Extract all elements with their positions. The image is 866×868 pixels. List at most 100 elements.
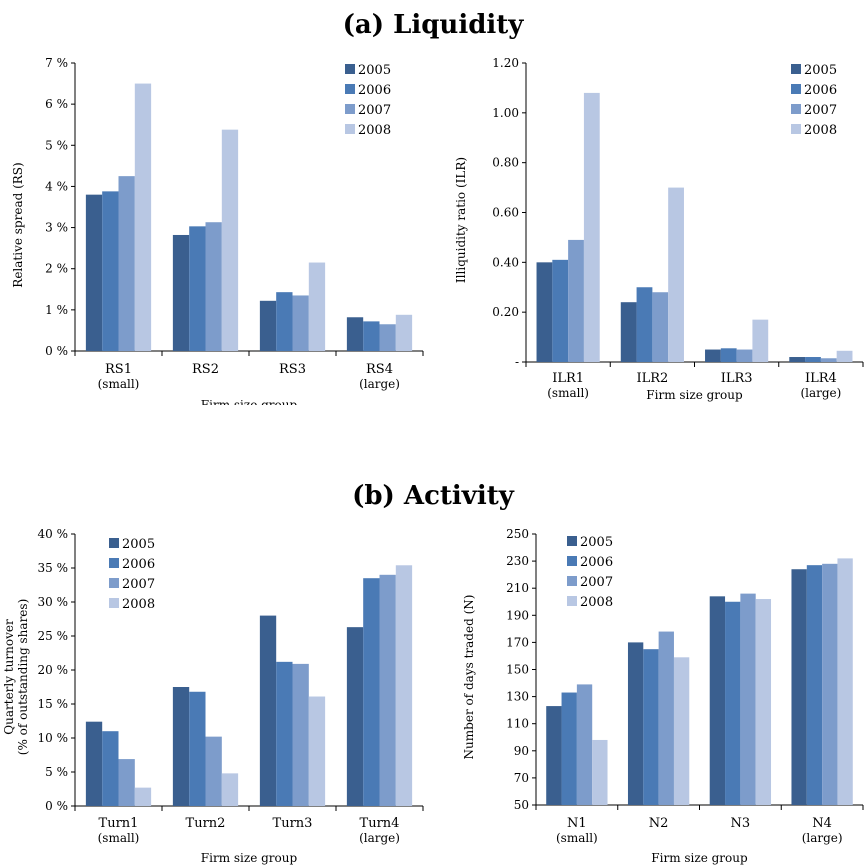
legend-swatch — [791, 104, 801, 114]
y-tick-label: 3 % — [45, 221, 68, 235]
bar — [118, 176, 135, 351]
x-tick-label: ILR1 — [552, 371, 584, 386]
x-tick-label: N3 — [731, 816, 751, 831]
y-tick-label: 5 % — [45, 765, 68, 779]
bar — [308, 696, 326, 806]
y-tick-label: 4 % — [45, 179, 68, 193]
y-tick-label: 15 % — [38, 697, 69, 711]
legend-swatch — [791, 64, 801, 74]
y-tick-label: 50 — [514, 798, 529, 812]
y-tick-label: 5 % — [45, 138, 68, 152]
bar — [395, 314, 413, 351]
legend-label: 2008 — [804, 123, 837, 138]
legend-swatch — [109, 538, 119, 548]
bar — [189, 226, 206, 351]
bar — [668, 187, 684, 362]
bar — [85, 721, 103, 806]
y-tick-label: 230 — [506, 554, 529, 568]
bar — [292, 295, 309, 351]
bar — [568, 239, 584, 362]
legend-swatch — [109, 558, 119, 568]
y-tick-label: 130 — [506, 690, 529, 704]
bar — [221, 129, 239, 351]
x-axis-label: Firm size group — [201, 851, 298, 865]
y-tick-label: 90 — [514, 744, 529, 758]
x-tick-label: ILR4 — [805, 371, 837, 386]
bar — [346, 627, 364, 806]
x-tick-label: (small) — [98, 377, 140, 391]
x-tick-label: Turn2 — [186, 816, 226, 831]
x-tick-label: N4 — [812, 816, 832, 831]
bar — [363, 321, 380, 351]
bar — [205, 222, 222, 351]
bar — [205, 736, 222, 806]
x-tick-label: ILR3 — [721, 371, 753, 386]
y-tick-label: 0 % — [45, 344, 68, 358]
bar — [837, 558, 853, 805]
x-tick-label: RS1 — [105, 362, 132, 377]
bar — [791, 569, 807, 805]
y-tick-label: 1 % — [45, 303, 68, 317]
bar — [806, 565, 823, 805]
panel-b-title: (b) Activity — [352, 481, 514, 511]
y-tick-label: 210 — [506, 581, 529, 595]
bar — [134, 83, 152, 352]
y-tick-label: 10 % — [38, 731, 69, 745]
legend-swatch — [109, 598, 119, 608]
bar — [536, 262, 553, 362]
y-axis-label: (% of outstanding shares) — [16, 599, 30, 755]
y-tick-label: 0.60 — [492, 206, 519, 220]
bar — [822, 563, 838, 805]
legend-label: 2007 — [804, 103, 837, 118]
y-tick-label: 110 — [506, 717, 529, 731]
y-tick-label: 2 % — [45, 262, 68, 276]
y-tick-label: - — [515, 355, 519, 369]
bar — [363, 578, 380, 806]
x-tick-label: Turn1 — [99, 816, 139, 831]
x-tick-label: (small) — [556, 831, 598, 845]
bar — [379, 324, 396, 351]
bar — [636, 287, 653, 362]
y-tick-label: 150 — [506, 663, 529, 677]
x-tick-label: Turn4 — [360, 816, 400, 831]
legend-label: 2005 — [122, 537, 155, 552]
x-tick-label: RS2 — [192, 362, 219, 377]
bar — [379, 574, 396, 806]
x-tick-label: N2 — [649, 816, 669, 831]
bar — [736, 349, 753, 362]
bar — [292, 663, 309, 806]
bar — [755, 599, 772, 805]
bar — [820, 358, 837, 362]
legend-label: 2007 — [580, 575, 613, 590]
relative-spread-chart: 0 % 1 % 2 % 3 % 4 % 5 % 6 % 7 % RS1(small) RS2 RS3… — [11, 56, 424, 405]
bar — [259, 615, 277, 806]
legend-swatch — [567, 536, 577, 546]
legend-label: 2006 — [122, 557, 155, 572]
legend-swatch — [345, 104, 355, 114]
legend-swatch — [567, 596, 577, 606]
y-tick-label: 170 — [506, 635, 529, 649]
bar — [805, 357, 821, 362]
x-tick-label: RS4 — [366, 362, 393, 377]
bar — [102, 191, 119, 351]
y-tick-label: 190 — [506, 608, 529, 622]
bar — [552, 259, 569, 362]
y-tick-label: 20 % — [38, 663, 69, 677]
bar — [836, 350, 853, 362]
y-axis-label: Illiquidity ratio (ILR) — [454, 157, 468, 283]
bar — [308, 262, 326, 351]
bar — [752, 319, 769, 362]
y-tick-label: 0.40 — [492, 255, 519, 269]
y-tick-label: 0.80 — [492, 156, 519, 170]
bar — [652, 292, 669, 362]
bar — [276, 292, 293, 351]
x-tick-label: (large) — [359, 831, 400, 845]
legend-label: 2005 — [358, 63, 391, 78]
bar — [221, 773, 239, 806]
y-tick-label: 1.00 — [492, 106, 519, 120]
x-axis-label: Firm size group — [201, 398, 298, 405]
bar — [709, 596, 726, 805]
x-tick-label: Turn3 — [273, 816, 313, 831]
y-tick-label: 25 % — [38, 629, 69, 643]
y-axis-label: Number of days traded (N) — [462, 595, 476, 760]
